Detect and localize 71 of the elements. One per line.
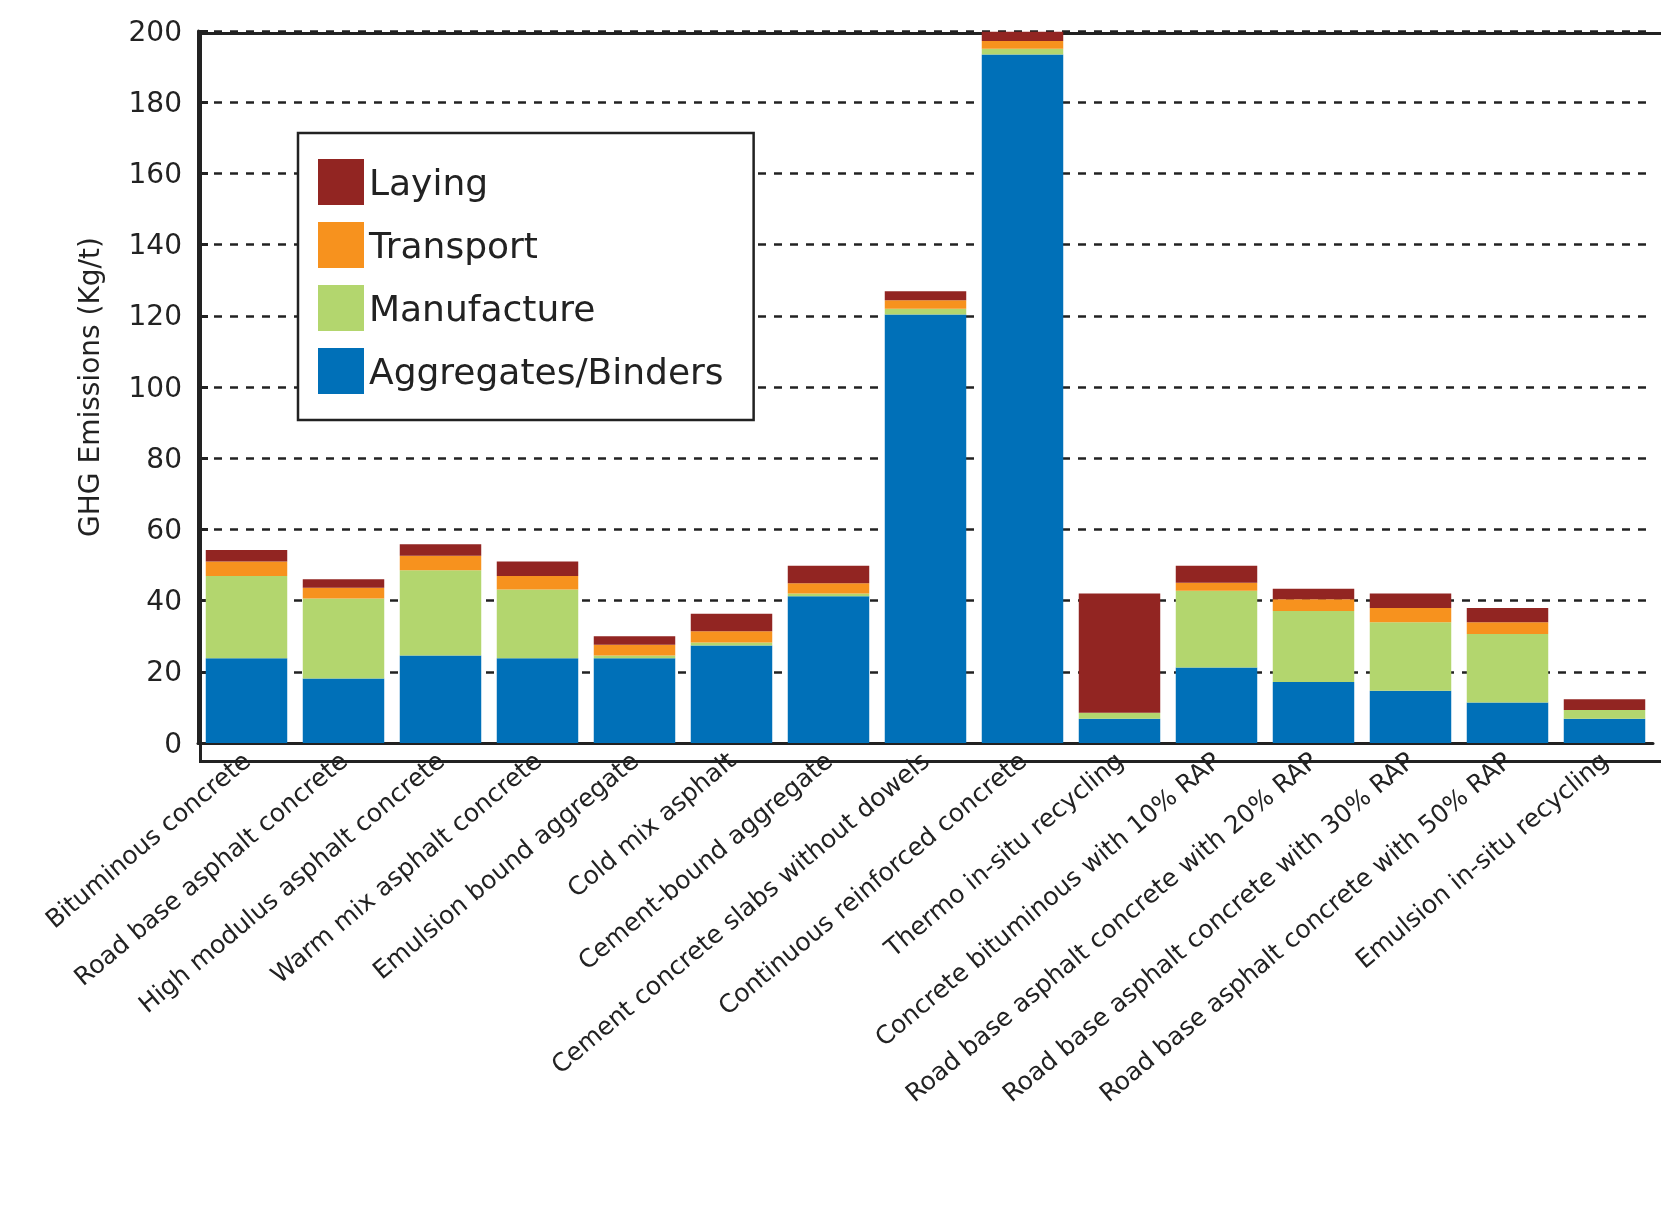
- bar: [690, 645, 773, 743]
- bar: [399, 544, 482, 556]
- bar: [496, 576, 579, 590]
- bar: [1272, 588, 1355, 600]
- y-axis-title: GHG Emissions (Kg/t): [72, 237, 106, 537]
- bar: [690, 613, 773, 632]
- y-tick-label: 180: [128, 85, 182, 119]
- bar: [1369, 608, 1452, 623]
- y-tick-label: 140: [128, 228, 182, 262]
- bar: [302, 598, 385, 679]
- bar: [205, 561, 288, 577]
- bar: [981, 31, 1064, 41]
- y-tick-label: 100: [128, 370, 182, 404]
- legend-label: Manufacture: [369, 287, 596, 329]
- bar: [1272, 682, 1355, 743]
- bar: [1466, 608, 1549, 623]
- y-tick-label: 200: [128, 14, 182, 48]
- bar: [399, 555, 482, 571]
- y-tick-label: 0: [164, 726, 182, 760]
- bar: [884, 291, 967, 301]
- bar: [205, 576, 288, 659]
- bar: [1563, 709, 1646, 719]
- bar: [787, 565, 870, 584]
- bar: [399, 570, 482, 656]
- bar: [205, 550, 288, 562]
- bar: [205, 658, 288, 743]
- bar: [884, 300, 967, 309]
- bar: [496, 561, 579, 577]
- bar: [593, 644, 676, 656]
- bar: [593, 636, 676, 645]
- legend-label: Transport: [368, 224, 538, 266]
- y-tick-label: 60: [146, 512, 182, 546]
- bar: [1175, 565, 1258, 583]
- bar: [787, 583, 870, 594]
- y-tick-label: 120: [128, 299, 182, 333]
- bar: [399, 655, 482, 743]
- bar: [787, 593, 870, 597]
- bar: [593, 658, 676, 743]
- bar: [593, 655, 676, 659]
- bar: [981, 54, 1064, 743]
- legend-label: Laying: [369, 161, 489, 203]
- bar: [1466, 622, 1549, 635]
- y-tick-label: 80: [146, 441, 182, 475]
- bar: [496, 658, 579, 743]
- y-tick-label: 20: [146, 655, 182, 689]
- bar: [1563, 699, 1646, 710]
- bar: [884, 314, 967, 743]
- bar: [1175, 582, 1258, 591]
- legend-label: Aggregates/Binders: [369, 350, 724, 392]
- bar: [981, 40, 1064, 49]
- bar: [1078, 593, 1161, 713]
- y-tick-label: 160: [128, 156, 182, 190]
- bar: [302, 579, 385, 588]
- bar: [1272, 610, 1355, 683]
- bar: [302, 678, 385, 743]
- bar: [496, 589, 579, 659]
- y-tick-label: 40: [146, 584, 182, 618]
- bar: [1369, 593, 1452, 609]
- bar: [1078, 712, 1161, 719]
- bar: [787, 596, 870, 743]
- bar: [1175, 667, 1258, 743]
- bar: [1369, 690, 1452, 743]
- bar: [1466, 634, 1549, 703]
- bar: [302, 587, 385, 599]
- bar: [1369, 622, 1452, 691]
- bar: [1563, 718, 1646, 743]
- bar: [690, 631, 773, 643]
- bar: [1272, 599, 1355, 611]
- bar: [1466, 702, 1549, 743]
- bar: [1175, 590, 1258, 668]
- bar: [1078, 718, 1161, 743]
